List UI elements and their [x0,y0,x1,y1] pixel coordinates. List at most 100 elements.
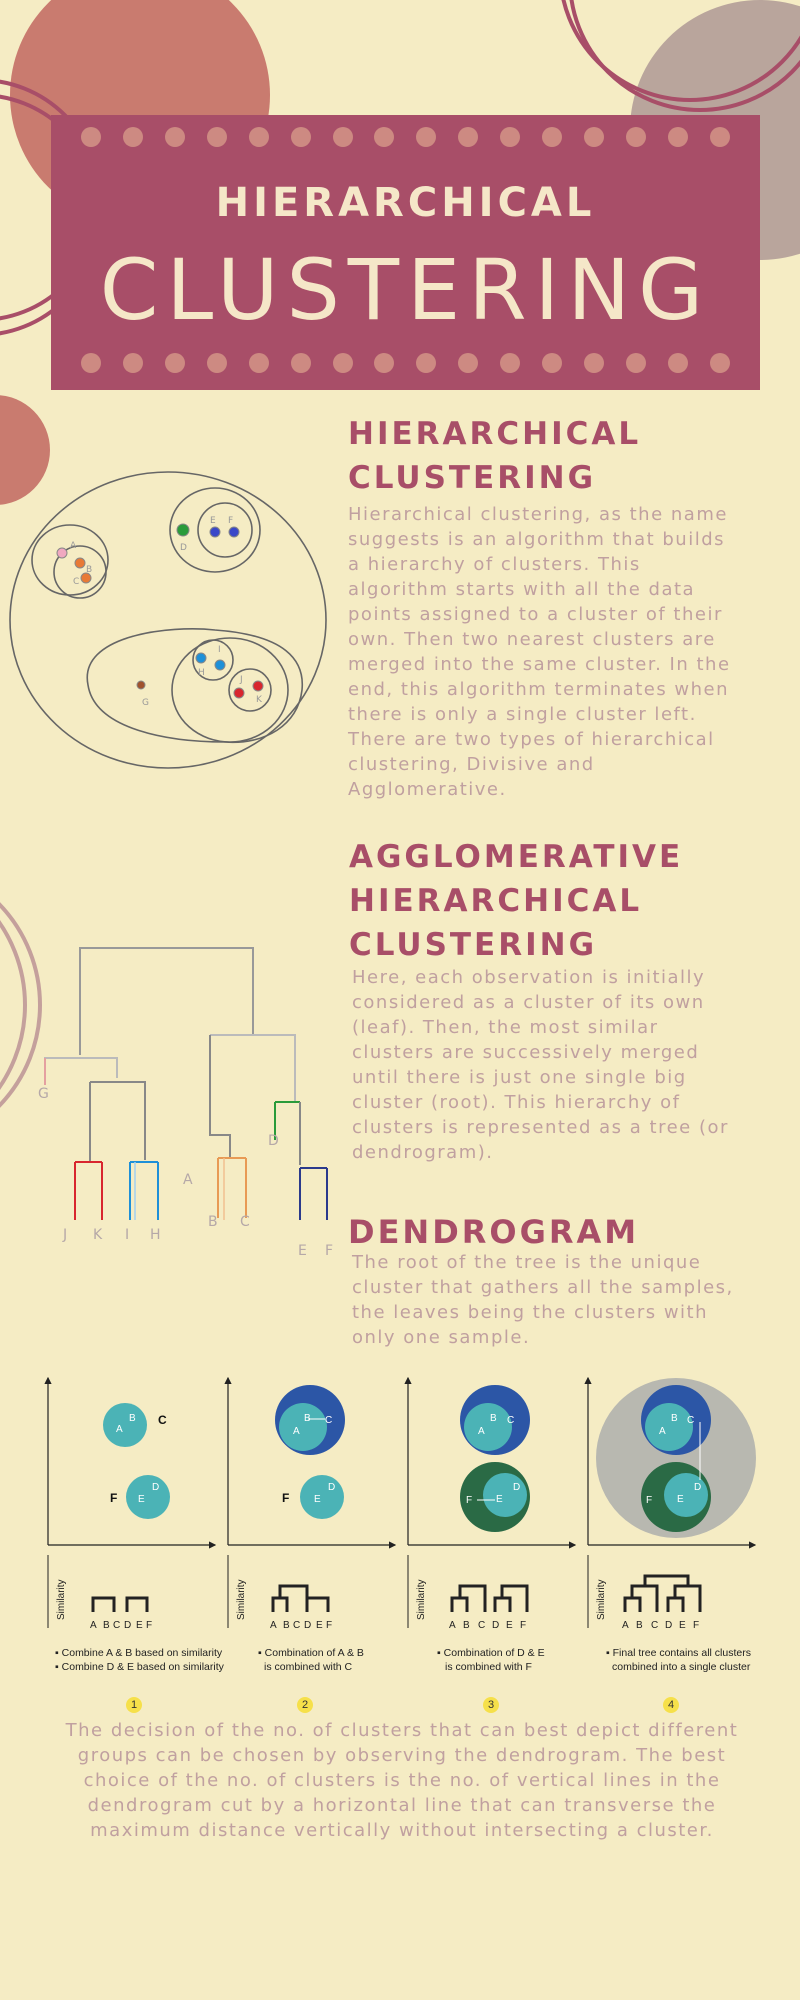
svg-text:A: A [622,1620,629,1631]
leaf-j: J [62,1227,67,1243]
label-k: K [256,695,263,705]
svg-text:E: E [506,1620,513,1631]
title-banner: HIERARCHICAL CLUSTERING [51,115,760,390]
point-b [74,557,86,569]
blob-mid-left [0,395,50,505]
point-c [80,572,92,584]
section1-heading: HIERARCHICAL CLUSTERING [348,416,642,496]
svg-text:E: E [677,1494,684,1505]
svg-text:A: A [270,1620,277,1631]
svg-text:B: B [636,1620,643,1631]
dendro-bc-up [209,1035,231,1158]
svg-text:D: D [665,1620,672,1631]
inner-a: A [183,1172,193,1188]
cluster-bottom-outer [86,628,304,744]
svg-text:A: A [293,1426,300,1437]
dendro-ef [299,1167,328,1220]
cluster-right-inner [197,502,253,558]
point-k [252,680,264,692]
svg-text:E: E [316,1620,323,1631]
svg-text:B: B [103,1620,110,1631]
banner-subtitle: HIERARCHICAL [215,180,596,226]
svg-text:A: A [90,1620,97,1631]
label-a: A [70,541,77,551]
banner-title: CLUSTERING [99,241,712,339]
svg-text:C: C [325,1415,332,1426]
svg-text:C: C [293,1620,300,1631]
svg-text:F: F [693,1620,699,1631]
step-badge-3: 3 [483,1697,499,1713]
svg-text:B: B [129,1413,136,1424]
point-h [195,652,207,664]
svg-text:A: A [449,1620,456,1631]
dendrogram-diagram: J K I H B C E F G A D [38,947,333,1259]
conclusion-paragraph: The decision of the no. of clusters that… [65,1720,739,1841]
svg-text:E: E [136,1620,143,1631]
cluster-left-inner [53,545,107,599]
label-g: G [142,698,149,708]
label-i: I [218,645,221,655]
point-i [214,659,226,671]
svg-text:E: E [138,1494,145,1505]
cluster-j-k [228,668,272,712]
svg-text:C: C [113,1620,120,1631]
leaf-c: C [240,1214,250,1230]
svg-text:C: C [478,1620,485,1631]
dendro-bc [217,1157,247,1218]
label-c: C [73,577,79,587]
caption-step-3: ▪ Combination of D & E is combined with … [437,1647,545,1673]
ring-side-1 [0,920,27,1090]
section2-paragraph: Here, each observation is initially cons… [352,967,729,1163]
point-d [176,523,190,537]
axis-label-4: Similarity [596,1579,607,1620]
svg-text:E: E [679,1620,686,1631]
section3-heading: DENDROGRAM [348,1213,640,1251]
svg-text:E: E [314,1494,321,1505]
dendro-jk-hi [90,1081,146,1160]
leaf-k: K [93,1227,103,1243]
step-badge-1: 1 [126,1697,142,1713]
svg-text:F: F [326,1620,332,1631]
svg-text:B: B [671,1413,678,1424]
cluster-diagram: A B C D E F G H I J K [9,471,327,769]
label-h: H [198,668,205,678]
svg-text:E: E [496,1494,503,1505]
banner-dots-top [81,127,730,149]
label-b: B [86,565,92,575]
svg-text:F: F [146,1620,152,1631]
svg-text:B: B [283,1620,290,1631]
svg-text:B: B [304,1413,311,1424]
caption-step-4: ▪ Final tree contains all clusters combi… [606,1647,751,1673]
svg-text:B: B [463,1620,470,1631]
panel-4 [584,1376,757,1628]
point-a [56,547,68,559]
leaf-i: I [125,1227,129,1243]
svg-text:F: F [110,1491,117,1505]
cluster-left-outer [31,524,109,596]
svg-text:C: C [507,1415,514,1426]
dendro-right-split [210,1034,296,1102]
axis-label-3: Similarity [416,1579,427,1620]
caption-step-1: ▪ Combine A & B based on similarity ▪ Co… [55,1647,224,1673]
label-e: E [210,516,216,526]
svg-text:D: D [513,1482,520,1493]
svg-text:C: C [687,1415,694,1426]
svg-text:D: D [124,1620,131,1631]
leaf-h: H [150,1227,161,1243]
panel-1 [44,1376,217,1628]
dendro-left-split [44,1057,118,1078]
svg-text:F: F [646,1495,652,1506]
svg-text:A: A [116,1424,123,1435]
section3-paragraph: The root of the tree is the unique clust… [352,1252,734,1348]
cluster-outer [9,471,327,769]
svg-text:D: D [492,1620,499,1631]
svg-text:D: D [328,1482,335,1493]
dendro-ih [129,1161,159,1220]
svg-text:A: A [478,1426,485,1437]
svg-text:F: F [520,1620,526,1631]
cluster-bottom-right [171,637,289,743]
step-badge-4: 4 [663,1697,679,1713]
axis-label-1: Similarity [56,1579,67,1620]
